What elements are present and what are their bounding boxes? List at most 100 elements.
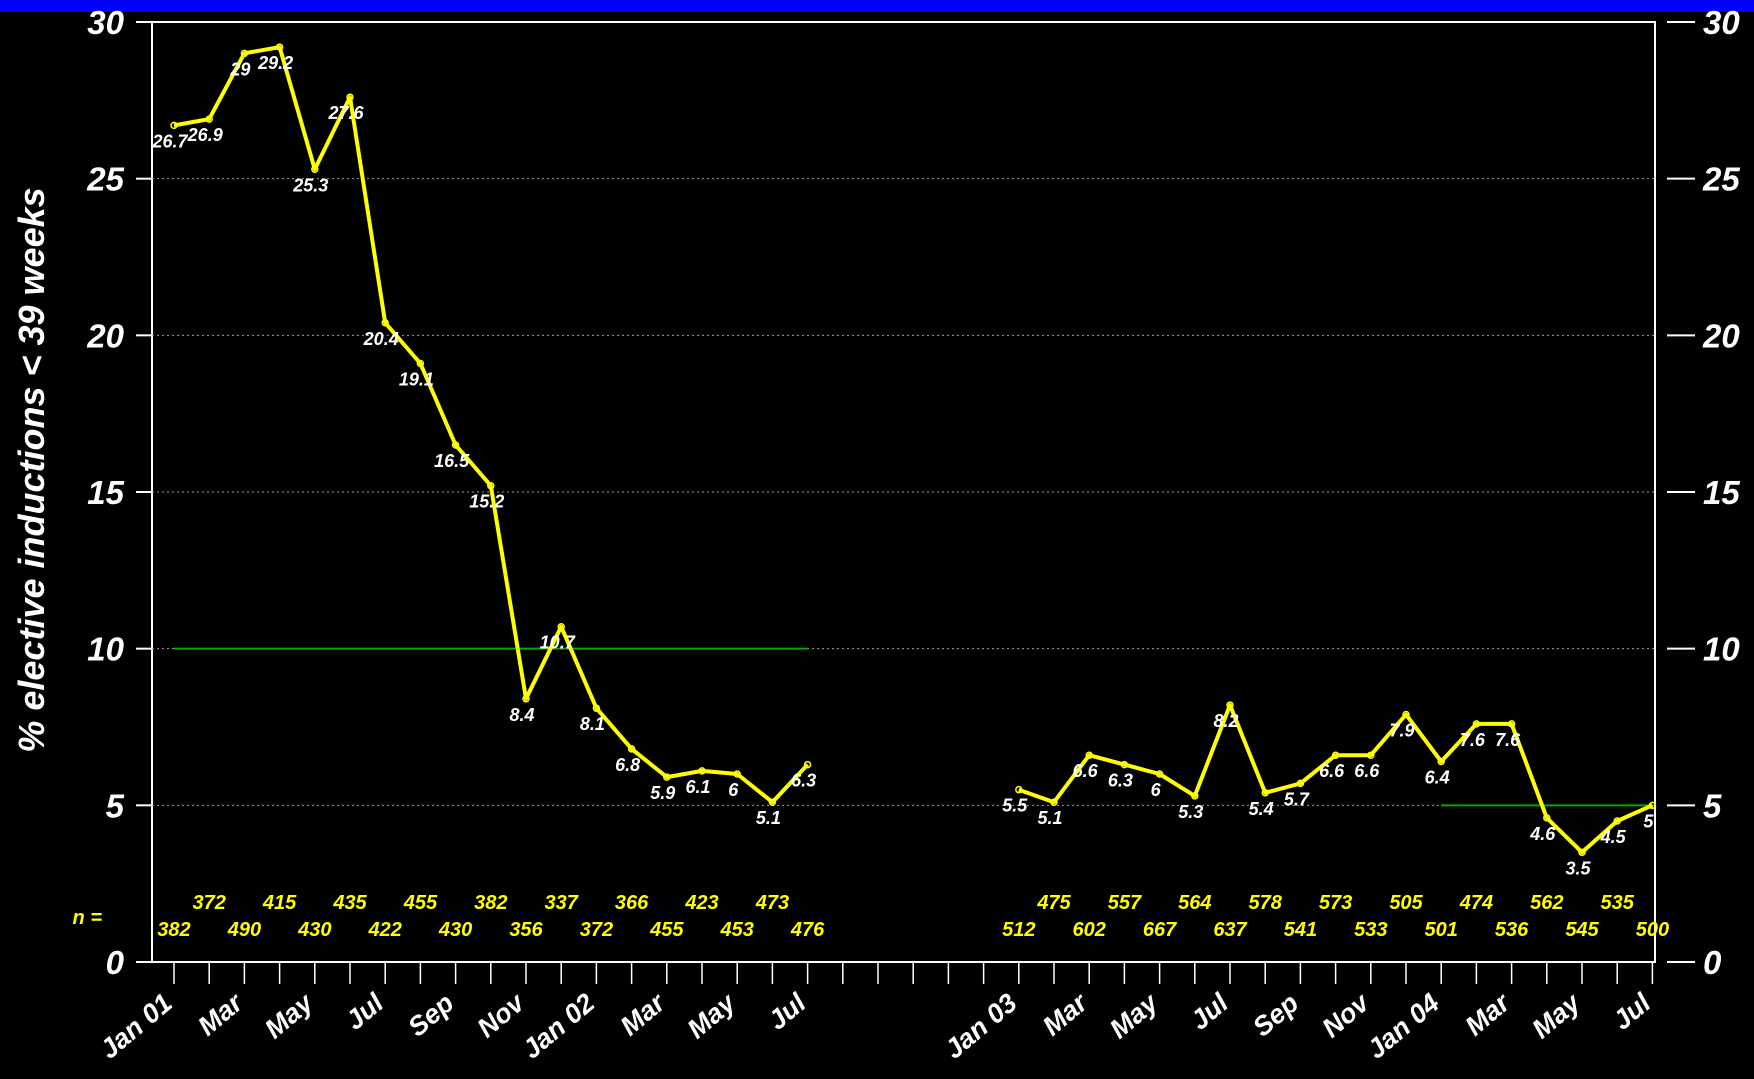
data-point bbox=[205, 115, 213, 123]
x-tick-label: Nov bbox=[1316, 986, 1376, 1043]
y-tick-label: 20 bbox=[86, 317, 124, 354]
data-point bbox=[346, 93, 354, 101]
data-label: 7.6 bbox=[1495, 730, 1521, 750]
data-label: 27.6 bbox=[327, 103, 364, 123]
x-tick-label: Sep bbox=[1247, 988, 1304, 1043]
n-value: 422 bbox=[368, 919, 402, 941]
y-tick-label-right: 10 bbox=[1703, 631, 1740, 668]
data-label: 8.1 bbox=[580, 714, 605, 734]
data-label: 6.1 bbox=[685, 777, 710, 797]
data-point bbox=[627, 745, 636, 753]
x-tick-label: Sep bbox=[402, 988, 459, 1043]
n-value: 578 bbox=[1249, 892, 1283, 914]
n-value: 423 bbox=[684, 892, 718, 914]
x-tick-label: Jul bbox=[762, 987, 812, 1035]
data-label: 29 bbox=[229, 59, 250, 79]
data-point bbox=[381, 319, 389, 327]
data-point bbox=[803, 760, 812, 769]
data-point bbox=[557, 622, 565, 631]
x-tick-label: May bbox=[1526, 986, 1587, 1044]
data-point bbox=[1367, 751, 1375, 759]
data-label: 15.2 bbox=[469, 492, 504, 512]
data-label: 5.1 bbox=[756, 808, 781, 828]
x-tick-label: May bbox=[1104, 986, 1165, 1044]
x-tick-label: Mar bbox=[1459, 987, 1516, 1042]
x-tick-label: Jul bbox=[340, 987, 390, 1035]
y-tick-label: 5 bbox=[106, 787, 125, 824]
data-point bbox=[311, 165, 319, 174]
y-tick-label-right: 30 bbox=[1703, 4, 1740, 41]
data-point bbox=[1120, 760, 1129, 769]
n-value: 337 bbox=[545, 892, 579, 914]
data-label: 6.8 bbox=[615, 755, 640, 775]
n-value: 500 bbox=[1636, 919, 1669, 941]
data-point bbox=[1155, 770, 1164, 778]
n-value: 382 bbox=[157, 919, 190, 941]
data-point bbox=[1085, 751, 1093, 759]
data-label: 7.9 bbox=[1389, 720, 1414, 740]
n-value: 455 bbox=[403, 892, 438, 914]
x-tick-label: Jan 01 bbox=[94, 988, 178, 1065]
x-tick-label: Jan 02 bbox=[517, 988, 601, 1065]
n-value: 535 bbox=[1601, 892, 1635, 914]
data-point bbox=[663, 773, 671, 781]
n-caption: n = bbox=[73, 907, 103, 929]
data-point bbox=[522, 695, 530, 703]
y-axis-title: % elective inductions < 39 weeks bbox=[11, 187, 52, 752]
data-point bbox=[698, 767, 706, 775]
data-label: 10.7 bbox=[540, 633, 576, 653]
data-point bbox=[1331, 751, 1340, 759]
n-value: 557 bbox=[1108, 892, 1142, 914]
data-label: 5.3 bbox=[1178, 802, 1203, 822]
y-tick-label-right: 15 bbox=[1703, 474, 1740, 511]
n-value: 564 bbox=[1178, 892, 1211, 914]
data-label: 6.4 bbox=[1425, 767, 1450, 787]
x-tick-label: Mar bbox=[192, 987, 249, 1042]
y-tick-label: 15 bbox=[87, 474, 124, 511]
n-value: 382 bbox=[474, 892, 507, 914]
data-point bbox=[1402, 710, 1410, 719]
x-tick-label: Jul bbox=[1607, 987, 1657, 1035]
n-value: 366 bbox=[615, 892, 649, 914]
data-point bbox=[1050, 798, 1058, 806]
data-point bbox=[1015, 785, 1023, 794]
data-label: 19.1 bbox=[399, 370, 434, 390]
data-label: 5.5 bbox=[1002, 796, 1028, 816]
data-point bbox=[1543, 814, 1551, 822]
data-label: 5.9 bbox=[650, 783, 675, 803]
n-value: 512 bbox=[1002, 919, 1035, 941]
data-point bbox=[1261, 789, 1269, 797]
data-label: 4.6 bbox=[1529, 824, 1556, 844]
data-label: 26.9 bbox=[187, 125, 223, 145]
top-color-bar bbox=[0, 0, 1754, 12]
data-point bbox=[240, 49, 249, 58]
n-value: 533 bbox=[1354, 919, 1387, 941]
n-value: 435 bbox=[332, 892, 367, 914]
y-tick-label: 30 bbox=[87, 4, 124, 41]
n-value: 476 bbox=[790, 919, 825, 941]
n-value: 453 bbox=[720, 919, 754, 941]
data-point bbox=[1296, 779, 1305, 788]
y-tick-label-right: 20 bbox=[1702, 317, 1740, 354]
series-line-2 bbox=[1018, 703, 1654, 855]
n-value: 536 bbox=[1495, 919, 1529, 941]
data-label: 6.6 bbox=[1073, 761, 1099, 781]
n-value: 541 bbox=[1284, 919, 1317, 941]
n-value: 505 bbox=[1389, 892, 1423, 914]
data-point bbox=[451, 441, 460, 449]
data-label: 20.4 bbox=[363, 329, 399, 349]
n-value: 545 bbox=[1565, 919, 1599, 941]
data-label: 6.6 bbox=[1354, 761, 1380, 781]
data-label: 8.4 bbox=[509, 705, 534, 725]
n-value: 372 bbox=[193, 892, 226, 914]
data-label: 29.2 bbox=[257, 53, 293, 73]
y-tick-label: 10 bbox=[87, 631, 124, 668]
data-point bbox=[768, 798, 777, 806]
n-value: 490 bbox=[227, 919, 261, 941]
n-value: 372 bbox=[580, 919, 613, 941]
data-point bbox=[1437, 757, 1445, 766]
n-value: 475 bbox=[1036, 892, 1071, 914]
data-label: 7.6 bbox=[1460, 730, 1486, 750]
data-label: 5 bbox=[1643, 811, 1654, 831]
